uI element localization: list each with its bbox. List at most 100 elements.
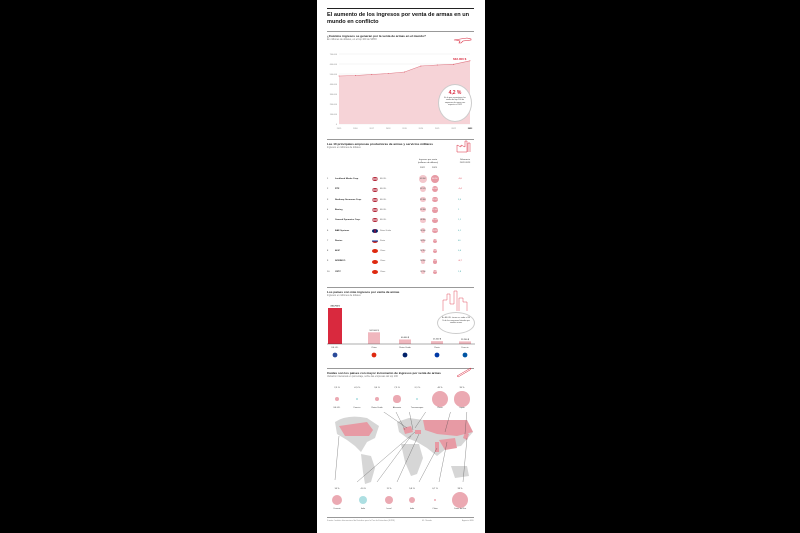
country-flag-icon [372,249,378,254]
pct-callout: 4,2 % Es lo que aumentaron las ventas de… [438,84,472,122]
x-tick-label: 2015 [337,128,342,130]
diff-value: -5,7 [458,260,462,263]
pct-note: Es lo que aumentaron las ventas del top … [444,97,466,106]
value-2022: 16.810 [420,239,426,242]
y-tick-label: 200.000 [330,104,338,106]
bubble-2022 [420,259,426,264]
section2-title: Las 10 principales empresas productoras … [327,142,433,146]
last-value-label: 632.000 $ [453,57,467,61]
country-name: Rusia [380,239,386,242]
bubble-2023 [432,207,438,213]
skyline-icon [442,290,468,311]
missile-icon [456,367,472,378]
bubble-2023 [432,248,438,254]
country-name: Reino Unido [380,229,392,232]
country-bar-chart: 316.700 $ EE.UU. 102.900 $ China 40.400 $ Rei… [327,306,475,358]
bar-category-label: Francia [462,346,470,349]
country-flag-icon [372,228,378,233]
x-tick-label: 2021 [435,128,440,130]
bar-value-label: 102.900 $ [369,330,379,332]
bar-value-label: 316.700 $ [330,306,340,308]
bubble-2023 [431,175,439,183]
y-tick-label: 600.000 [330,64,338,66]
diff-value: 4,1 [458,229,462,232]
value-2022: 15.130 [420,270,426,273]
value-2023: 29.810 [432,229,438,232]
bar-category-label: EE.UU. [332,347,339,349]
country-label: Rusia [437,407,443,409]
value-2023: 64.650 [432,178,438,180]
country-flag-icon [372,259,378,264]
pct-bubble [331,494,343,506]
company-name: Northrop Grumman Corp. [335,198,362,201]
bubble-2022 [419,175,427,183]
diff-value: 3,4 [458,198,462,201]
bubble-2023 [432,259,438,264]
x-tick-label: 2019 [402,128,407,130]
bar [459,341,471,344]
value-2023: 20.820 [432,250,438,253]
data-point [420,65,422,67]
pct-label: -0,5 % [353,387,361,389]
agency-credit: Agencia EFE [462,520,474,522]
bar-category-label: China [371,347,377,349]
diff-value: 1,1 [458,219,462,222]
page-title: El aumento de los ingresos por venta de … [327,12,470,25]
value-2022: 28.300 [420,219,426,222]
company-name: BAE Systems [335,229,350,232]
country-label: Transeuropea [410,407,424,409]
y-tick-label: 700.000 [330,54,338,56]
bar [328,308,342,344]
section1-title: ¿Cuántos ingresos se generan por la vent… [327,34,426,38]
bubble-2022 [420,228,426,233]
value-2022: 65.984 [420,178,426,180]
factory-icon [456,140,471,153]
country-label: China [432,508,438,510]
value-2023: 40.660 [432,188,438,191]
divider [327,287,474,288]
data-point [404,71,405,73]
data-point [387,73,389,74]
bubble-2023 [432,269,438,274]
country-flag-icon [372,187,378,192]
pct-bubble [454,391,470,407]
pct-value: 4,2 % [448,90,462,96]
x-tick-label: 2020 [419,128,424,130]
country-label: Israel [386,508,392,510]
x-tick-label: 2016 [353,128,358,130]
country-name: EE.UU. [380,219,387,222]
pct-label: -10 % [360,488,366,490]
x-tick-label: 2023 [468,128,473,130]
value-2022: 20.110 [420,250,426,253]
pct-bubble [415,397,419,401]
pct-label: 11 % [386,488,392,490]
bubble-2022 [420,186,426,193]
bubble-2022 [420,248,426,254]
source-note: Fuente: Instituto Internacional de Estud… [327,520,395,522]
value-2023: 16.050 [432,270,438,273]
pct-bubble [334,396,340,402]
rank: 4 [327,208,329,211]
pct-label: 3,4 % [374,387,380,389]
diff-value: 0,6 [458,250,462,253]
x-tick-label: 2017 [370,128,375,130]
value-2023: 31.100 [432,208,438,211]
diff-value: -1,4 [458,188,462,191]
pct-label: -1,1 % [413,387,421,389]
country-flag-icon [372,208,378,213]
title-rule [327,8,474,9]
pct-bubble [431,390,449,408]
company-name: NORINCO [335,260,346,263]
bubble-2023 [432,196,438,203]
rank: 1 [327,178,329,180]
country-flag-icon [332,352,338,358]
pct-bubble [356,398,358,400]
data-point [338,75,340,77]
rank: 10 [327,270,330,273]
bubble-2023 [432,217,438,223]
bar-value-label: 40.400 $ [401,337,410,339]
value-2022: 29.300 [420,208,426,211]
country-label: EE.UU. [333,407,341,409]
pct-label: 39 % [457,488,463,490]
value-2023: 30.200 [432,219,438,222]
